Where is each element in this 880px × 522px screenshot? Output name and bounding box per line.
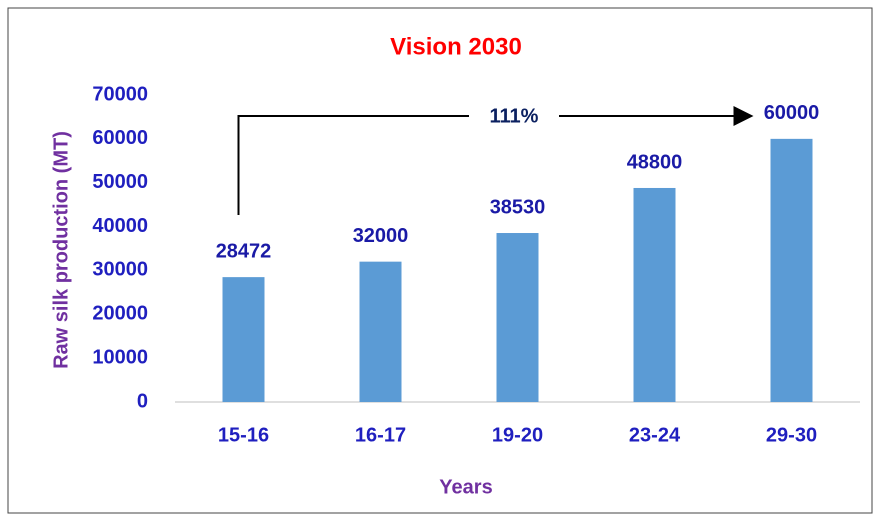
bar	[496, 233, 539, 402]
y-tick-label: 20000	[92, 303, 148, 325]
x-axis-label: Years	[439, 476, 492, 498]
annotation: 111%	[490, 105, 539, 127]
data-label: 28472	[216, 240, 272, 262]
x-tick-label: 19-20	[492, 424, 543, 446]
bar	[770, 138, 813, 402]
x-tick-label: 29-30	[766, 424, 817, 446]
y-tick-label: 10000	[92, 346, 148, 368]
y-tick-label: 30000	[92, 259, 148, 281]
bar	[359, 261, 402, 402]
y-tick-label: 40000	[92, 215, 148, 237]
annotation-bg	[469, 102, 559, 130]
annotation-arrow	[237, 106, 754, 215]
y-tick-label: 0	[137, 390, 148, 412]
data-label: 60000	[764, 102, 820, 124]
data-label: 32000	[353, 225, 409, 247]
bar	[633, 187, 676, 402]
bar	[222, 277, 265, 402]
y-tick-label: 50000	[92, 171, 148, 193]
y-tick-label: 60000	[92, 127, 148, 149]
chart-border	[7, 7, 873, 514]
y-tick-label: 70000	[92, 83, 148, 105]
x-tick-label: 23-24	[629, 424, 681, 446]
y-axis-label: Raw silk production (MT)	[50, 131, 72, 369]
chart-title: Vision 2030	[390, 33, 522, 60]
x-tick-label: 15-16	[218, 424, 269, 446]
x-tick-label: 16-17	[355, 424, 406, 446]
data-label: 48800	[627, 151, 683, 173]
data-label: 38530	[490, 196, 546, 218]
